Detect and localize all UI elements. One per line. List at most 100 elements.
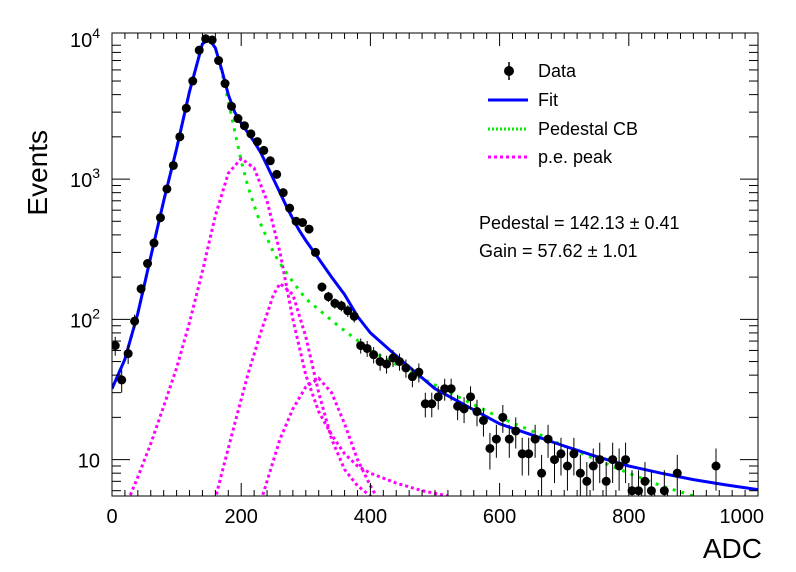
data-point (155, 213, 165, 223)
data-marker (149, 238, 159, 248)
data-point (298, 218, 308, 228)
data-marker (446, 384, 456, 394)
legend-entry-data: Data (504, 61, 577, 81)
data-marker (310, 247, 320, 257)
data-marker (582, 476, 592, 486)
data-marker (556, 449, 566, 459)
data-marker (298, 218, 308, 228)
data-point (401, 359, 411, 378)
data-point (265, 156, 275, 166)
data-point (233, 114, 243, 124)
data-point (175, 132, 185, 142)
legend-entry-pedestal: Pedestal CB (488, 119, 638, 139)
data-marker (672, 468, 682, 478)
data-marker (659, 486, 669, 496)
data-point (659, 470, 669, 496)
data-marker (181, 103, 191, 113)
data-point (310, 247, 320, 257)
pedestal-cb-curve (112, 36, 694, 496)
data-point (420, 392, 430, 418)
data-point (498, 404, 508, 433)
legend-entry-fit: Fit (488, 90, 558, 110)
data-marker (252, 137, 262, 147)
data-point (601, 462, 611, 496)
data-point (569, 437, 579, 476)
x-tick-label: 600 (483, 506, 516, 528)
pe-peak-curves (128, 156, 449, 496)
data-point (524, 437, 534, 476)
data-marker (414, 367, 424, 377)
data-marker (401, 363, 411, 373)
axis-ticks (111, 33, 759, 496)
data-marker (362, 343, 372, 353)
data-point (349, 310, 359, 323)
legend-label-pedestal: Pedestal CB (538, 119, 638, 139)
data-point (588, 448, 598, 491)
data-marker (459, 404, 469, 414)
legend-label-fit: Fit (538, 90, 558, 110)
data-marker (627, 486, 637, 496)
data-marker (562, 461, 572, 471)
y-tick-label: 102 (70, 305, 100, 332)
data-marker (420, 399, 430, 409)
gain-annotation: Gain = 57.62 ± 1.01 (479, 241, 638, 261)
data-point (646, 470, 656, 496)
data-marker (711, 461, 721, 471)
data-point (136, 283, 146, 295)
data-point (239, 121, 249, 131)
data-point (466, 386, 476, 410)
data-point (633, 470, 643, 496)
data-point (394, 353, 404, 371)
data-marker (640, 476, 650, 486)
data-point (252, 137, 262, 147)
data-point (259, 145, 269, 155)
data-marker (511, 426, 521, 436)
legend-data-marker (504, 66, 514, 76)
data-point (382, 355, 392, 374)
data-marker (491, 434, 501, 444)
data-point (214, 56, 224, 66)
data-marker (304, 224, 314, 234)
data-point (188, 76, 198, 86)
data-marker (517, 449, 527, 459)
data-marker (272, 169, 282, 179)
data-point (672, 454, 682, 496)
x-axis-label: ADC (703, 533, 762, 564)
data-marker (336, 301, 346, 311)
data-marker (537, 468, 547, 478)
data-marker (440, 384, 450, 394)
data-marker (646, 486, 656, 496)
data-points (112, 34, 721, 496)
data-marker (162, 184, 172, 194)
data-point (556, 437, 566, 476)
data-marker (168, 160, 178, 170)
legend-entry-pe-peak: p.e. peak (488, 147, 613, 167)
data-marker (472, 407, 482, 417)
data-point (227, 101, 237, 111)
data-marker (143, 259, 153, 269)
data-point (478, 407, 488, 437)
data-point (582, 462, 592, 496)
data-marker (259, 145, 269, 155)
data-marker (504, 434, 514, 444)
data-point (440, 378, 450, 401)
data-point (537, 454, 547, 496)
data-point (246, 129, 256, 139)
data-point (472, 399, 482, 427)
data-point (575, 454, 585, 496)
data-point (550, 442, 560, 484)
data-marker (239, 121, 249, 131)
data-marker (569, 449, 579, 459)
data-marker (117, 375, 127, 385)
data-point (433, 386, 443, 410)
pe-peak-curve-1 (128, 156, 449, 496)
pe-peak-curve-3 (260, 376, 379, 496)
data-marker (433, 392, 443, 402)
data-marker (588, 461, 598, 471)
data-point (530, 424, 540, 458)
data-point (427, 392, 437, 418)
data-marker (485, 443, 495, 453)
data-marker (188, 76, 198, 86)
data-point (336, 300, 346, 312)
